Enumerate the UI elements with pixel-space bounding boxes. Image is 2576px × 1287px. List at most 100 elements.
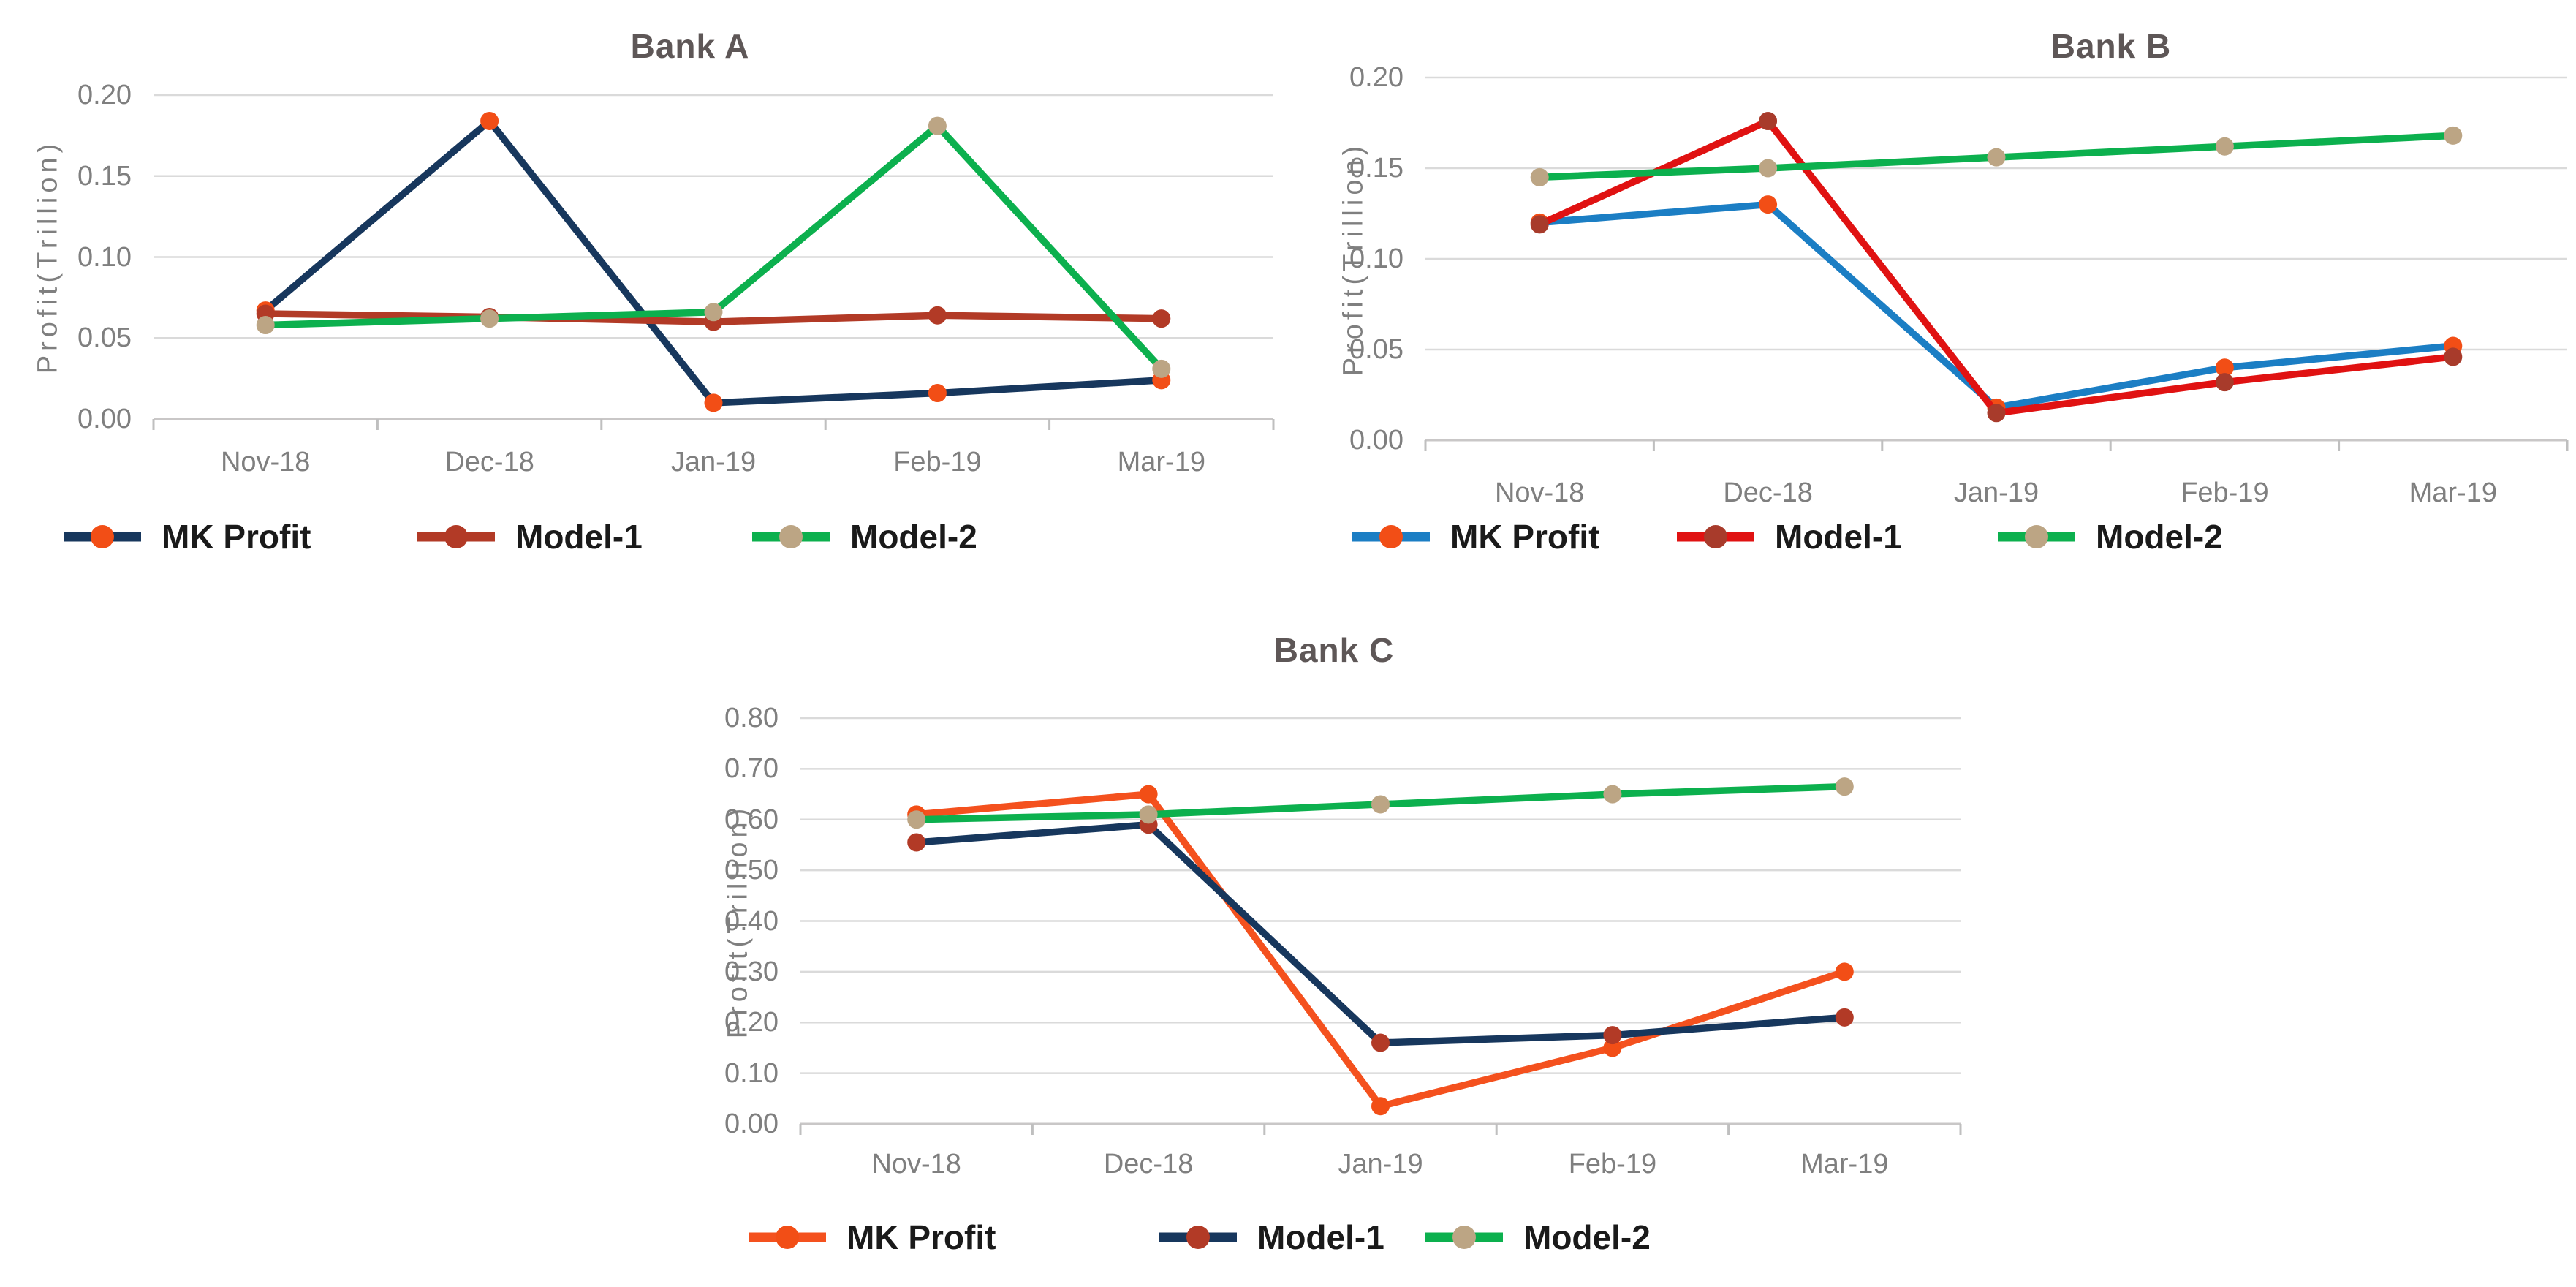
x-tick-label: Jan-19 (1338, 1149, 1423, 1180)
legend-item-model-1: Model-1 (1158, 1212, 1384, 1262)
chart-title: Bank B (2050, 27, 2172, 65)
y-tick-label: 0.05 (1349, 334, 1403, 365)
plot-area (152, 94, 1275, 430)
y-tick-label: 0.40 (724, 905, 779, 937)
y-tick-label: 0.15 (1349, 153, 1403, 184)
y-tick-label: 0.10 (1349, 244, 1403, 274)
y-tick-label: 0.00 (724, 1109, 779, 1139)
legend-key-icon (1677, 525, 1754, 548)
legend-item-model-1: Model-1 (416, 512, 643, 562)
x-tick-label: Nov-18 (220, 447, 311, 478)
x-tick-label: Nov-18 (871, 1149, 961, 1180)
data-marker-model-1 (1835, 1008, 1854, 1027)
data-marker-mk-profit (1371, 1097, 1390, 1116)
y-tick-label: 0.10 (77, 241, 132, 273)
data-marker-mk-profit (1835, 962, 1854, 981)
legend-key-icon (749, 1226, 826, 1249)
data-marker-model-1 (1530, 215, 1549, 234)
data-marker-mk-profit (928, 384, 947, 403)
y-tick-label: 0.10 (724, 1057, 779, 1089)
chart-bank-b: Bank B Profit(Trillion) 0.00 0.05 0.10 0.15… (1288, 0, 2576, 614)
legend-key-icon (1159, 1226, 1237, 1249)
data-marker-model-1 (907, 833, 926, 852)
legend-key-icon (1425, 1226, 1503, 1249)
y-tick-label: 0.15 (77, 160, 132, 192)
x-tick-label: Feb-19 (2181, 478, 2269, 508)
data-marker-mk-profit (2215, 358, 2234, 377)
chart-bank-a: Bank A Profit(Trillion) 0.00 0.05 0.10 0.15… (0, 0, 1288, 614)
y-tick-label: 0.05 (77, 322, 132, 354)
data-marker-model-2 (2444, 126, 2463, 145)
legend-label: Model-1 (1775, 518, 1902, 556)
data-marker-model-2 (1987, 148, 2006, 167)
x-tick-label: Jan-19 (670, 447, 757, 478)
x-tick-label: Mar-19 (1800, 1149, 1889, 1180)
legend-item-model-2: Model-2 (1424, 1212, 1651, 1262)
legend-label: MK Profit (1450, 518, 1600, 556)
x-tick-label: Dec-18 (444, 447, 534, 478)
data-marker-model-2 (256, 316, 275, 335)
data-marker-model-2 (1835, 777, 1854, 796)
y-tick-label: 0.30 (724, 956, 779, 987)
data-marker-mk-profit (1139, 785, 1158, 804)
x-tick-label: Jan-19 (1953, 478, 2039, 508)
data-marker-mk-profit (1603, 1038, 1622, 1057)
x-tick-label: Dec-18 (1723, 478, 1813, 508)
data-marker-model-2 (1371, 795, 1390, 814)
x-tick-label: Nov-18 (1494, 478, 1585, 508)
x-tick-label: Feb-19 (1568, 1149, 1657, 1180)
x-tick-label: Mar-19 (2409, 478, 2497, 508)
legend-item-mk-profit: MK Profit (747, 1212, 996, 1262)
legend-item-model-1: Model-1 (1675, 512, 1902, 562)
data-marker-model-1 (1987, 404, 2006, 423)
legend-label: Model-1 (1257, 1218, 1384, 1256)
data-marker-model-1 (1603, 1026, 1622, 1045)
data-marker-model-1 (1152, 309, 1171, 328)
x-tick-label: Dec-18 (1103, 1149, 1194, 1180)
legend-key-icon (752, 525, 830, 548)
data-marker-model-2 (907, 810, 926, 829)
x-tick-label: Feb-19 (893, 447, 982, 478)
y-tick-label: 0.20 (724, 1007, 779, 1038)
plot-area (1424, 76, 2569, 451)
data-marker-model-1 (2444, 347, 2463, 366)
legend-label: MK Profit (846, 1218, 996, 1256)
legend-key-icon (1352, 525, 1430, 548)
y-tick-label: 0.70 (724, 753, 779, 785)
data-marker-model-2 (1139, 805, 1158, 824)
series-line-mk-profit (912, 790, 1849, 1110)
legend-key-icon (1998, 525, 2075, 548)
data-marker-model-1 (2215, 373, 2234, 392)
data-marker-model-2 (928, 116, 947, 135)
chart-title: Bank A (630, 27, 750, 65)
legend-key-icon (64, 525, 141, 548)
data-marker-model-1 (1759, 112, 1778, 131)
plot-area (799, 717, 1962, 1135)
y-tick-label: 0.60 (724, 804, 779, 835)
legend-label: MK Profit (162, 518, 311, 556)
data-marker-mk-profit (1759, 195, 1778, 214)
data-marker-model-2 (2215, 137, 2234, 156)
data-marker-model-2 (480, 309, 499, 328)
legend-label: Model-2 (2096, 518, 2223, 556)
series-line-mk-profit (262, 117, 1165, 407)
data-marker-model-2 (1759, 159, 1778, 178)
legend-key-icon (417, 525, 495, 548)
chart-bank-c: Bank C Profit(Trillion) 0.00 0.10 0.20 0.30… (687, 622, 2003, 1287)
series-line-mk-profit (1536, 200, 2457, 412)
data-marker-model-2 (1530, 167, 1549, 186)
data-marker-mk-profit (480, 111, 499, 130)
y-tick-label: 0.50 (724, 855, 779, 886)
series-line-model-1 (912, 820, 1849, 1046)
legend-label: Model-1 (515, 518, 643, 556)
y-tick-label: 0.20 (1349, 62, 1403, 93)
legend-item-mk-profit: MK Profit (62, 512, 311, 562)
chart-title: Bank C (1273, 631, 1395, 669)
x-tick-label: Mar-19 (1117, 447, 1205, 478)
y-tick-label: 0.00 (1349, 425, 1403, 456)
data-marker-model-1 (928, 306, 947, 325)
data-marker-mk-profit (704, 393, 723, 412)
y-tick-label: 0.20 (77, 80, 132, 110)
legend-item-mk-profit: MK Profit (1351, 512, 1599, 562)
